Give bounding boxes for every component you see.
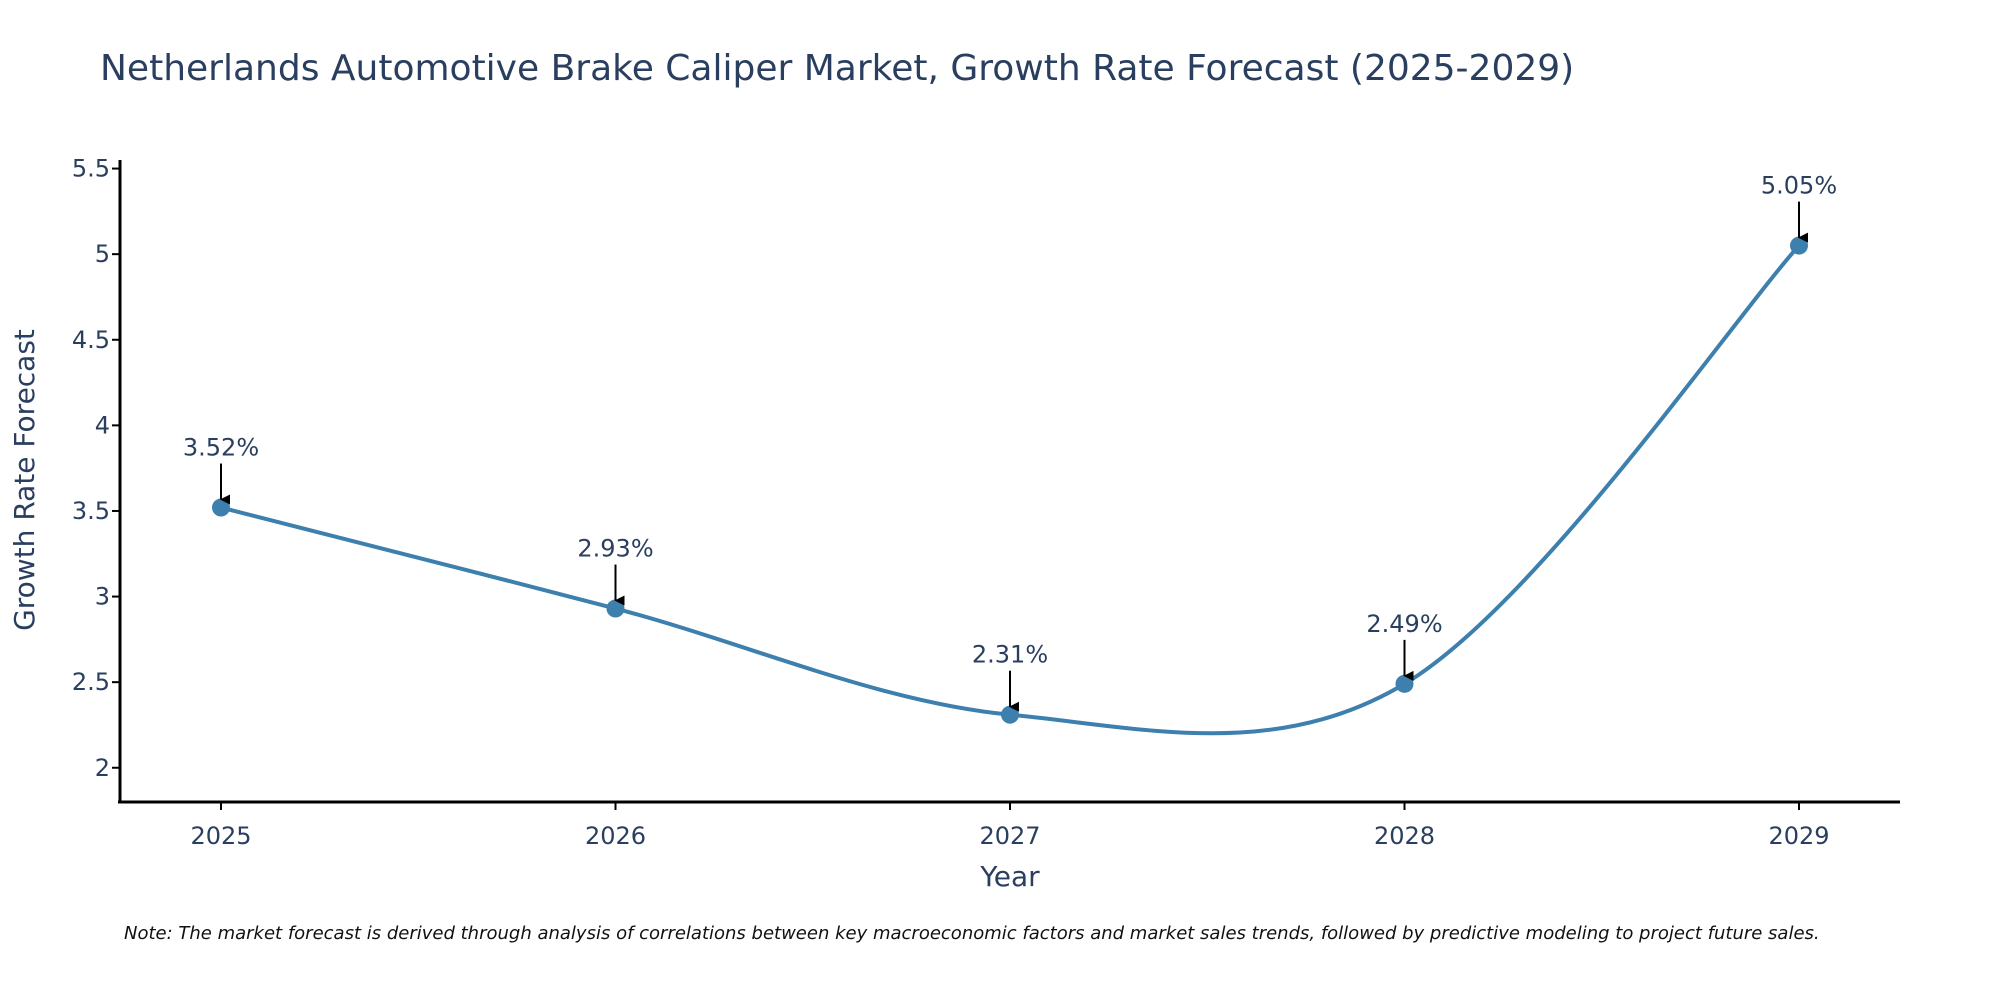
- data-label: 3.52%: [183, 434, 259, 462]
- y-tick-label: 5.5: [72, 155, 110, 183]
- x-tick-label: 2028: [1374, 822, 1435, 850]
- x-tick-label: 2029: [1768, 822, 1829, 850]
- x-axis-ticks: 2025 2026 2027 2028 2029: [190, 802, 1830, 850]
- x-tick-label: 2025: [190, 822, 251, 850]
- series-line: [220, 244, 1801, 736]
- data-point: [212, 498, 230, 517]
- y-tick-label: 2: [95, 754, 110, 782]
- y-axis-ticks: 2 2.5 3 3.5 4 4.5 5 5.5: [72, 155, 120, 782]
- y-tick-label: 4.5: [72, 326, 110, 354]
- y-axis-title: Growth Rate Forecast: [8, 329, 41, 631]
- x-tick-label: 2027: [979, 822, 1040, 850]
- footnote: Note: The market forecast is derived thr…: [124, 923, 1820, 944]
- x-tick-label: 2026: [585, 822, 646, 850]
- x-axis-title: Year: [979, 860, 1040, 893]
- data-point: [1001, 705, 1019, 724]
- data-label: 2.31%: [972, 641, 1048, 669]
- y-tick-label: 2.5: [72, 668, 110, 696]
- y-tick-label: 3.5: [72, 497, 110, 525]
- y-tick-label: 4: [95, 411, 110, 439]
- y-tick-label: 5: [95, 240, 110, 268]
- y-tick-label: 3: [95, 583, 110, 611]
- data-label: 2.49%: [1366, 610, 1442, 638]
- data-label: 2.93%: [577, 535, 653, 563]
- data-point: [1790, 236, 1808, 255]
- data-point: [1395, 674, 1414, 693]
- data-annotations: 3.52% 2.93% 2.31% 2.49% 5.05%: [183, 172, 1837, 712]
- chart-title: Netherlands Automotive Brake Caliper Mar…: [100, 48, 1574, 89]
- data-label: 5.05%: [1761, 172, 1837, 200]
- data-point: [606, 599, 625, 618]
